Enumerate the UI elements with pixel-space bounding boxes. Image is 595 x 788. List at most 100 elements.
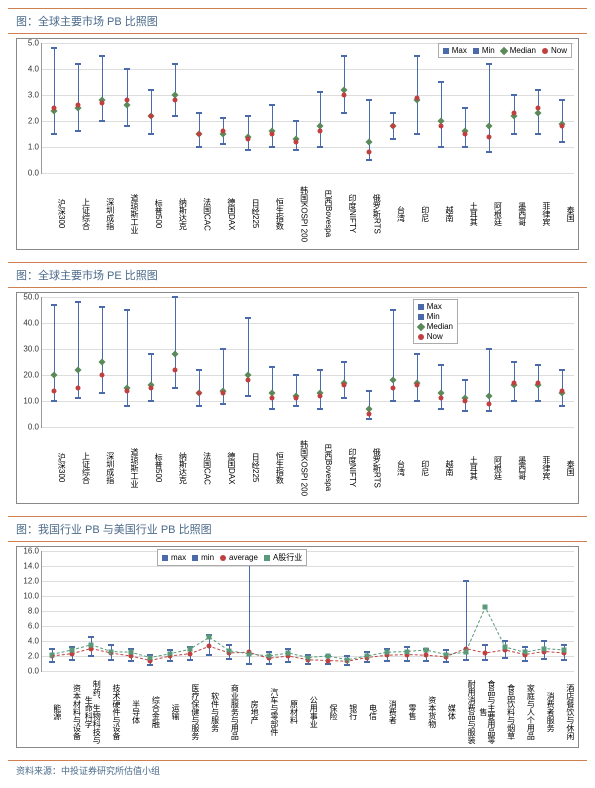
data-column	[298, 551, 318, 671]
data-column	[356, 43, 380, 173]
x-label: 综合金融	[140, 675, 160, 747]
data-column	[453, 43, 477, 173]
y-tick: 0.0	[28, 169, 39, 178]
data-column	[550, 297, 574, 427]
data-column	[260, 297, 284, 427]
x-label: 印度NIFTY	[332, 177, 356, 249]
data-column	[200, 551, 220, 671]
x-label: 保险	[317, 675, 337, 747]
x-label: 墨西哥	[501, 431, 525, 503]
data-column	[141, 551, 161, 671]
chart-title: 图：全球主要市场 PE 比照图	[8, 262, 587, 288]
x-label: 纳斯达克	[162, 431, 186, 503]
data-column	[502, 43, 526, 173]
x-label: 巴西Bovespa	[308, 177, 332, 249]
x-label: 越南	[429, 177, 453, 249]
x-label: 原材料	[278, 675, 298, 747]
data-column	[121, 551, 141, 671]
data-column	[495, 551, 515, 671]
data-column	[477, 43, 501, 173]
data-column	[239, 551, 259, 671]
data-column	[477, 297, 501, 427]
x-label: 土耳其	[453, 177, 477, 249]
x-label: 巴西Bovespa	[308, 431, 332, 503]
x-label: 越南	[429, 431, 453, 503]
data-column	[42, 551, 62, 671]
data-column	[429, 43, 453, 173]
x-label: 泰国	[550, 431, 574, 503]
source-footer: 资料来源：中投证券研究所估值小组	[8, 760, 587, 780]
data-column	[397, 551, 417, 671]
x-label: 德国DAX	[211, 177, 235, 249]
y-tick: 40.0	[23, 319, 39, 328]
x-label: 食品饮料与烟草	[495, 675, 515, 747]
data-column	[42, 297, 66, 427]
y-tick: 12.0	[23, 577, 39, 586]
data-column	[236, 43, 260, 173]
data-column	[284, 43, 308, 173]
x-label: 印度NIFTY	[332, 431, 356, 503]
data-column	[416, 551, 436, 671]
x-label: 食品与主要用品零售	[475, 675, 495, 747]
y-tick: 8.0	[28, 607, 39, 616]
y-tick: 20.0	[23, 371, 39, 380]
chart-area: 0.02.04.06.08.010.012.014.016.0maxminave…	[16, 546, 579, 748]
x-label: 韩国KOSPI 200	[283, 431, 307, 503]
x-label: 菲律宾	[526, 177, 550, 249]
x-label: 标普500	[138, 177, 162, 249]
x-label: 沪深300	[41, 177, 65, 249]
data-column	[318, 551, 338, 671]
x-label: 法国CAC	[186, 177, 210, 249]
x-label: 运输	[159, 675, 179, 747]
x-label: 汽车与零部件	[258, 675, 278, 747]
x-label: 阿根廷	[477, 431, 501, 503]
y-tick: 10.0	[23, 592, 39, 601]
x-label: 资本材料与设备	[61, 675, 81, 747]
data-column	[180, 551, 200, 671]
data-column	[332, 43, 356, 173]
x-label: 银行	[337, 675, 357, 747]
x-label: 医疗保健与服务	[179, 675, 199, 747]
data-column	[90, 297, 114, 427]
data-column	[526, 297, 550, 427]
data-column	[554, 551, 574, 671]
y-tick: 10.0	[23, 397, 39, 406]
data-column	[81, 551, 101, 671]
x-label: 土耳其	[453, 431, 477, 503]
data-column	[356, 297, 380, 427]
data-column	[115, 297, 139, 427]
data-column	[259, 551, 279, 671]
x-label: 俄罗斯RTS	[356, 177, 380, 249]
x-label: 印尼	[405, 177, 429, 249]
x-label: 半导体	[120, 675, 140, 747]
data-column	[115, 43, 139, 173]
x-label: 深圳成指	[89, 431, 113, 503]
data-column	[338, 551, 358, 671]
data-column	[163, 297, 187, 427]
x-label: 耐用消费品与服装	[455, 675, 475, 747]
data-column	[535, 551, 555, 671]
x-label: 德国DAX	[211, 431, 235, 503]
x-label: 酒店餐饮与休闲	[554, 675, 574, 747]
data-column	[62, 551, 82, 671]
x-label: 资本货物	[416, 675, 436, 747]
x-label: 纳斯达克	[162, 177, 186, 249]
x-label: 制药、生物科技与生命科学	[80, 675, 100, 747]
data-column	[90, 43, 114, 173]
y-tick: 2.0	[28, 117, 39, 126]
data-column	[308, 297, 332, 427]
chart-title: 图：我国行业 PB 与美国行业 PB 比照图	[8, 516, 587, 542]
data-column	[101, 551, 121, 671]
x-label: 消费者	[376, 675, 396, 747]
data-column	[475, 551, 495, 671]
x-label: 台湾	[380, 177, 404, 249]
data-column	[456, 551, 476, 671]
x-label: 媒体	[436, 675, 456, 747]
data-column	[515, 551, 535, 671]
y-tick: 0.0	[28, 423, 39, 432]
data-column	[357, 551, 377, 671]
x-label: 法国CAC	[186, 431, 210, 503]
legend: maxminaverageA股行业	[157, 549, 307, 566]
y-tick: 50.0	[23, 293, 39, 302]
x-label: 日经225	[235, 177, 259, 249]
